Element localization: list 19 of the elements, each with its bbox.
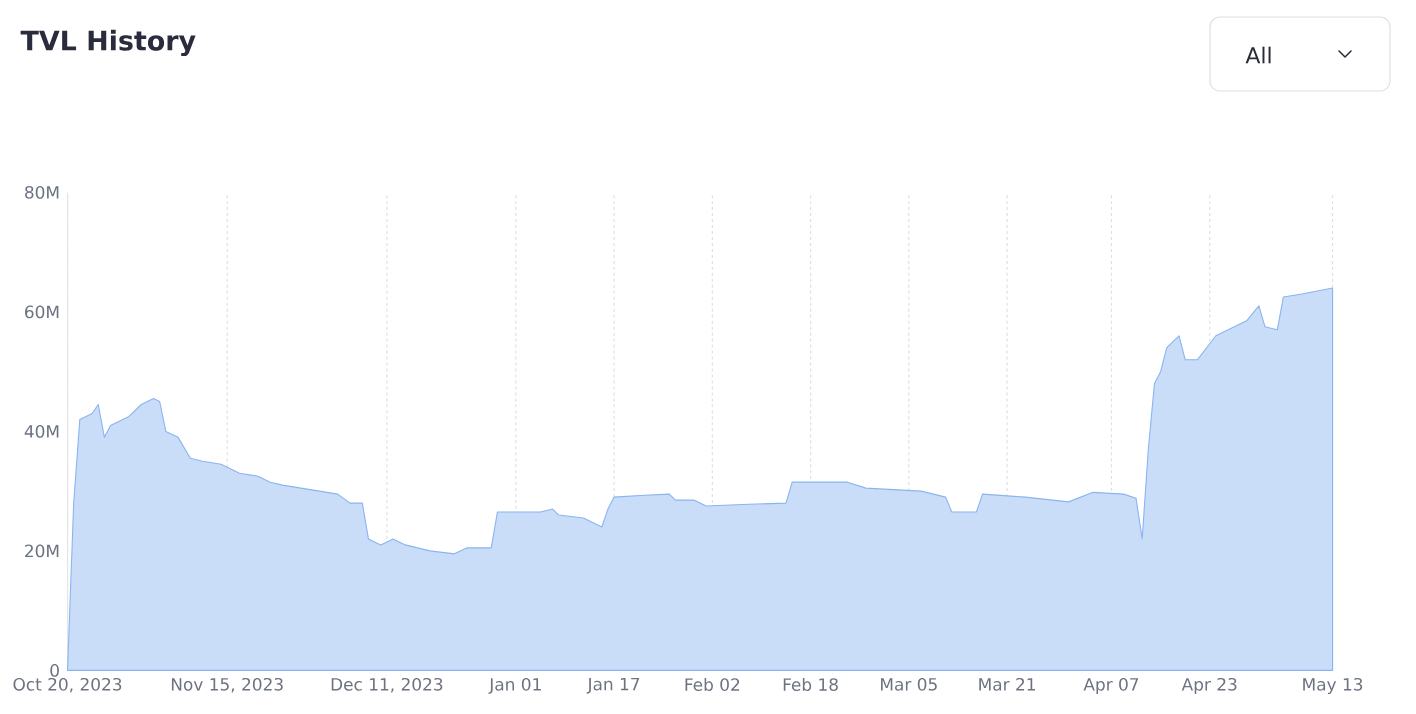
y-tick-label: 20M bbox=[25, 544, 59, 558]
x-tick-label: Mar 05 bbox=[881, 677, 937, 691]
text: All bbox=[1245, 46, 1271, 64]
x-tick-label: Jan 17 bbox=[586, 677, 640, 694]
x-tick-label: Feb 18 bbox=[783, 677, 838, 692]
x-tick-label: Nov 15, 2023 bbox=[171, 677, 283, 693]
y-tick-label: 60M bbox=[25, 305, 59, 319]
x-tick-label: Apr 23 bbox=[1181, 677, 1237, 694]
y-tick-label: 80M bbox=[25, 185, 59, 199]
y-tick-label: 40M bbox=[24, 424, 59, 438]
chart-title: TVL History bbox=[20, 29, 196, 57]
x-tick-label: Dec 11, 2023 bbox=[331, 677, 443, 693]
y-tick-label: 0 bbox=[50, 663, 59, 677]
x-tick-label: May 13 bbox=[1303, 677, 1363, 694]
x-tick-label: Mar 21 bbox=[979, 677, 1035, 691]
x-tick-label: Oct 20, 2023 bbox=[13, 677, 122, 693]
x-tick-label: Feb 02 bbox=[685, 677, 740, 692]
x-tick-label: Jan 01 bbox=[488, 677, 541, 694]
x-tick-label: Apr 07 bbox=[1083, 677, 1139, 694]
